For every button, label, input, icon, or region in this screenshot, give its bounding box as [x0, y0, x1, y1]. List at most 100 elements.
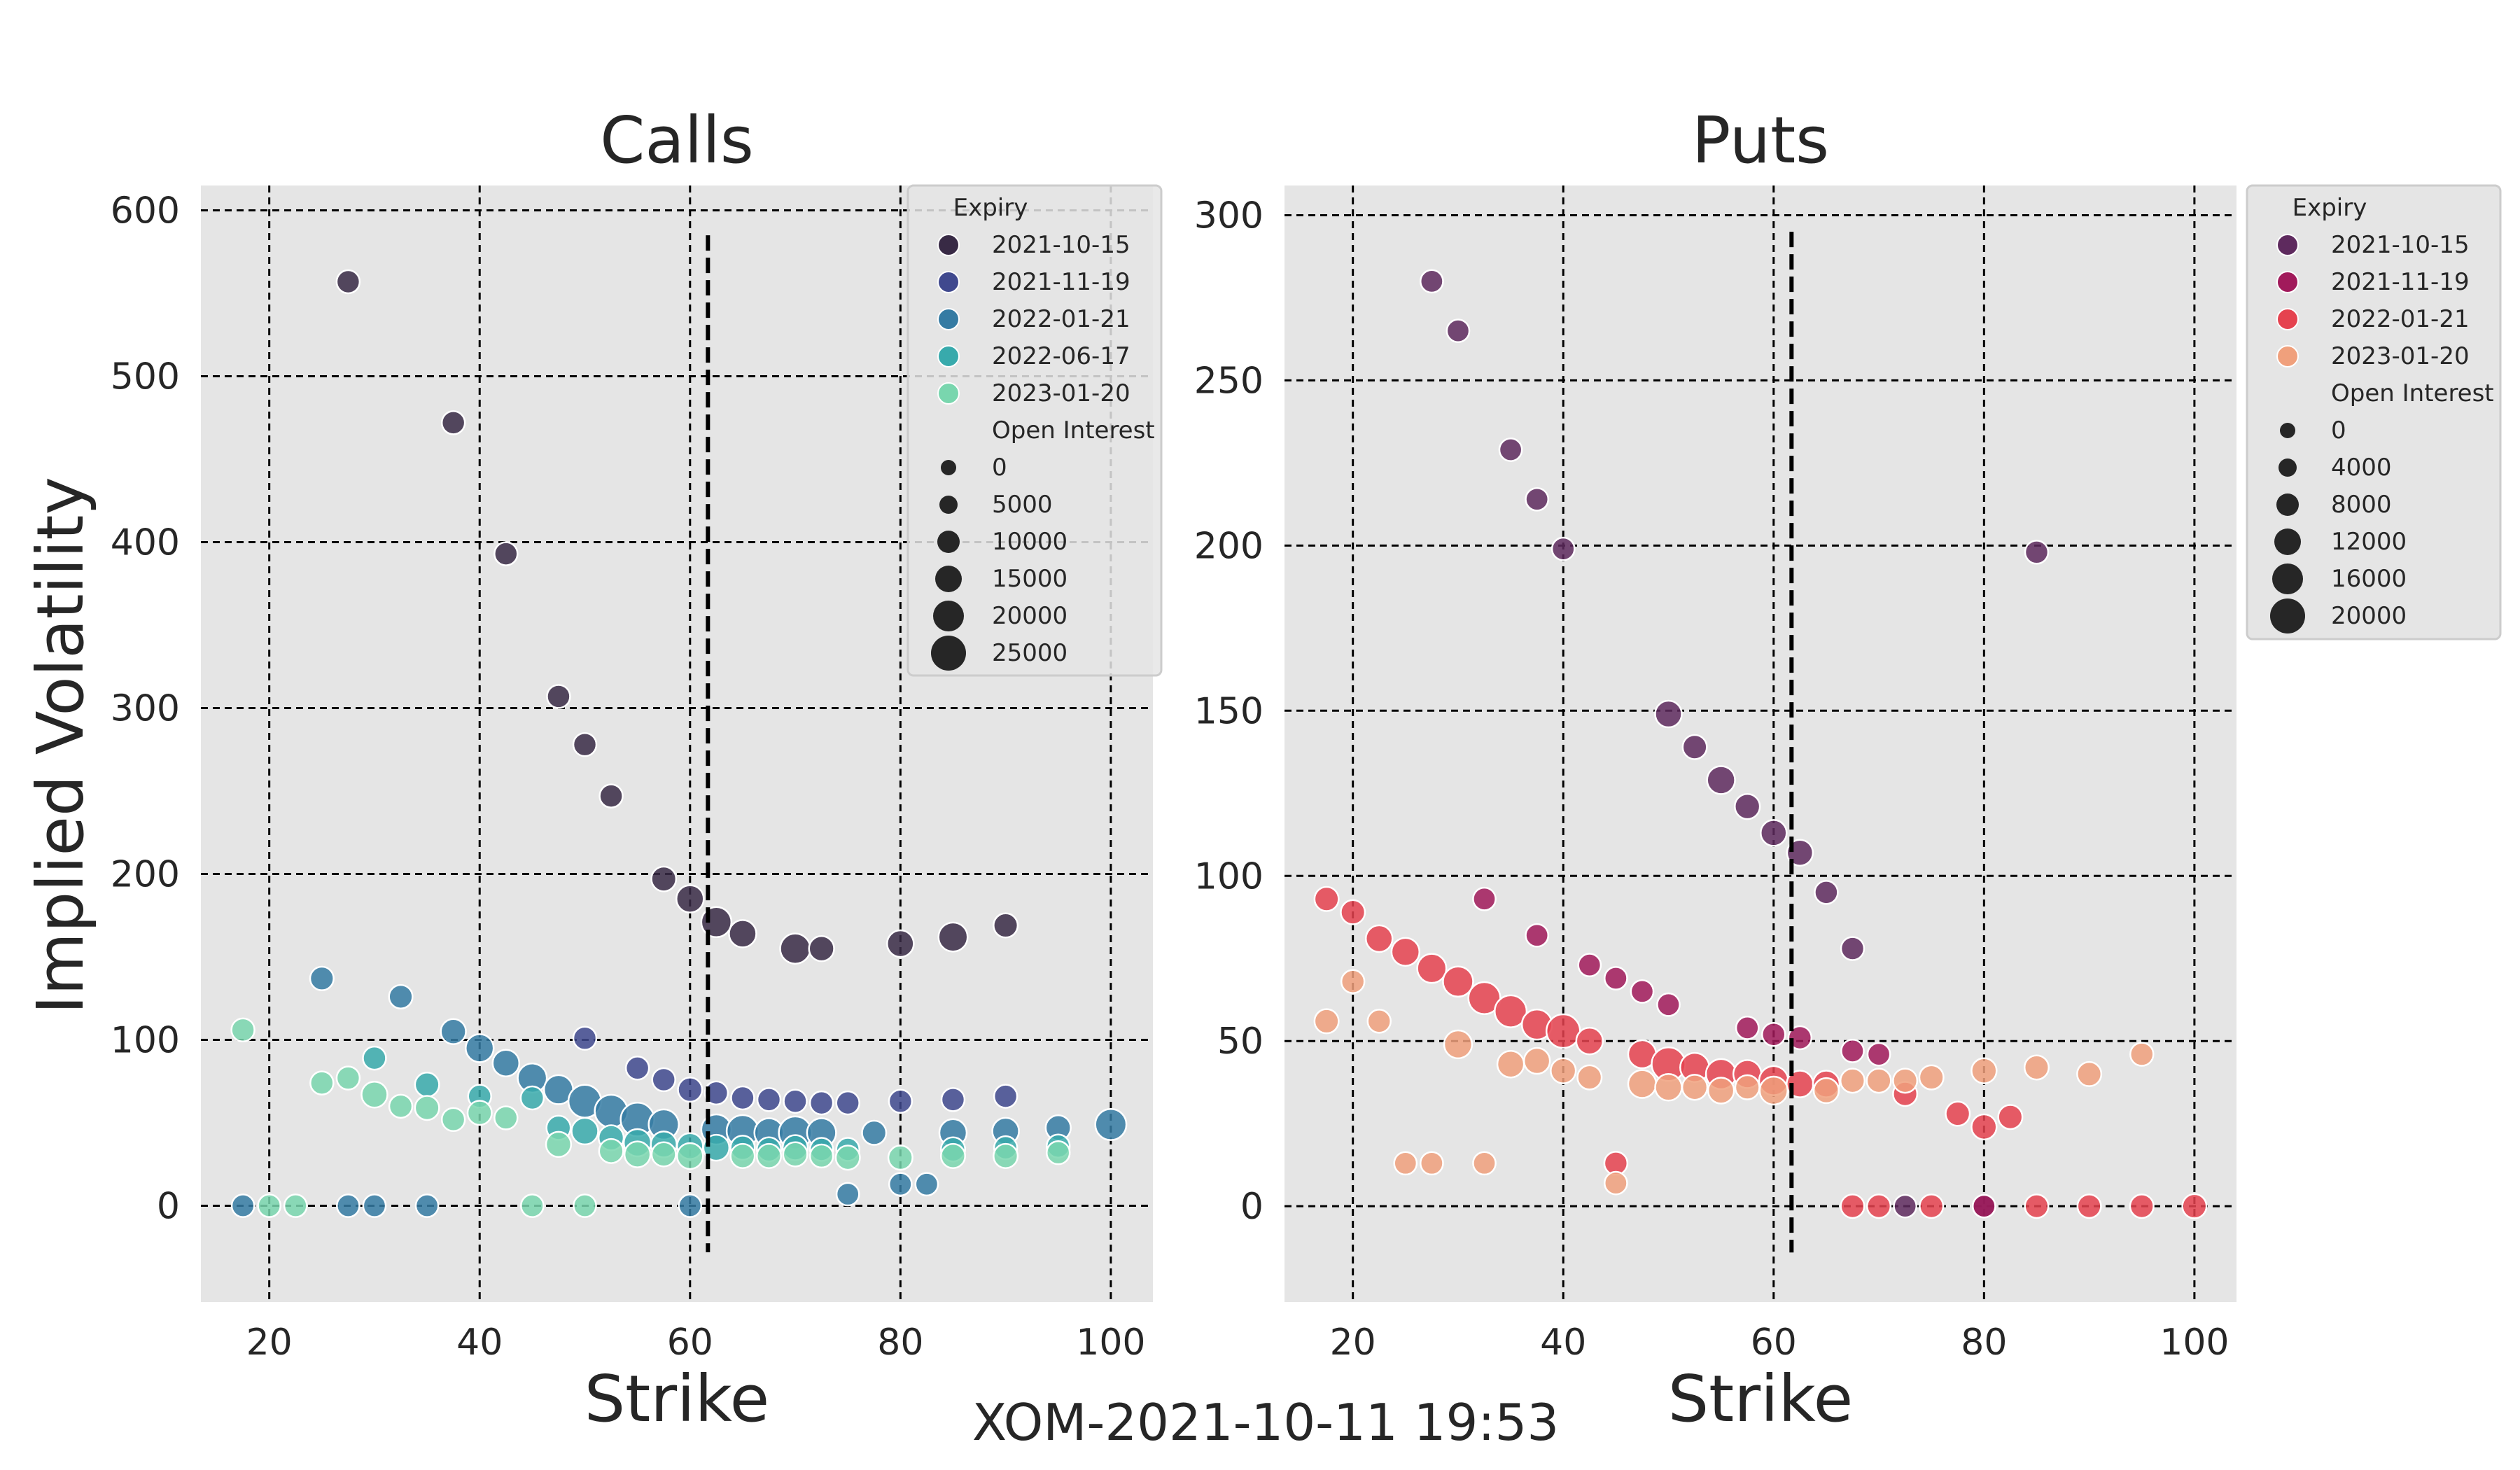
calls-legend-box — [906, 184, 1163, 677]
data-point — [1970, 1057, 1998, 1084]
data-point — [545, 1130, 573, 1158]
data-point — [1630, 979, 1655, 1004]
data-point — [1313, 886, 1340, 912]
data-point — [1706, 765, 1736, 795]
data-point — [1971, 1194, 1996, 1219]
data-point — [1550, 1057, 1577, 1084]
data-point — [1918, 1064, 1945, 1091]
data-point — [1420, 1151, 1444, 1176]
data-point — [779, 932, 811, 965]
data-point — [598, 1138, 624, 1164]
data-point — [728, 919, 757, 948]
x-tick-label: 20 — [246, 1322, 293, 1364]
data-point — [1393, 1151, 1418, 1176]
legend-hue-title: Expiry — [953, 194, 1028, 222]
data-point — [1094, 1107, 1128, 1141]
data-point — [466, 1100, 493, 1126]
data-point — [1496, 1049, 1525, 1079]
data-point — [440, 1018, 467, 1045]
data-point — [283, 1194, 308, 1218]
x-tick-label: 80 — [877, 1322, 923, 1364]
data-point — [230, 1017, 255, 1043]
data-point — [1734, 792, 1761, 820]
legend-size-entry: 20000 — [2331, 602, 2407, 630]
data-point — [1446, 318, 1471, 343]
data-point — [362, 1045, 387, 1071]
data-point — [1787, 1025, 1813, 1051]
x-tick-label: 100 — [1076, 1322, 1145, 1364]
puts-plot-area — [1284, 186, 2236, 1302]
y-tick-label: 100 — [111, 1020, 180, 1062]
y-tick-label: 150 — [1194, 690, 1264, 732]
data-point — [491, 1049, 521, 1077]
data-point — [1654, 699, 1683, 729]
data-point — [1390, 937, 1421, 967]
x-tick-label: 100 — [2160, 1322, 2229, 1364]
y-tick-label: 200 — [1194, 525, 1264, 567]
legend-size-marker — [2280, 423, 2295, 438]
data-point — [1576, 1064, 1603, 1091]
data-point — [1654, 1072, 1683, 1102]
legend-size-title: Open Interest — [2331, 379, 2494, 407]
data-point — [939, 1142, 966, 1169]
data-point — [650, 865, 678, 892]
data-point — [700, 906, 733, 939]
data-point — [808, 1143, 834, 1169]
data-point — [335, 269, 361, 295]
data-point — [887, 1144, 913, 1171]
data-point — [1893, 1194, 1917, 1219]
data-point — [2129, 1042, 2155, 1067]
data-point — [1604, 966, 1628, 990]
data-point — [676, 1142, 704, 1170]
data-point — [2024, 1194, 2050, 1219]
legend-entry: 2022-01-21 — [2331, 305, 2470, 333]
calls-panel: 20 40 60 80 100 0 100 200 300 400 500 600 Calls Str… — [23, 103, 1163, 1436]
x-tick-label: 60 — [667, 1322, 713, 1364]
data-point — [1734, 1074, 1760, 1100]
data-point — [572, 732, 598, 757]
data-point — [1472, 1151, 1497, 1176]
legend-size-entry: 5000 — [992, 491, 1053, 519]
data-point — [2023, 1054, 2050, 1081]
data-point — [1340, 969, 1366, 994]
y-tick-label: 600 — [111, 190, 180, 232]
data-point — [1681, 734, 1708, 760]
data-point — [414, 1095, 440, 1121]
legend-size-entry: 0 — [992, 454, 1007, 482]
y-tick-label: 250 — [1194, 360, 1264, 402]
y-tick-label: 200 — [111, 854, 180, 896]
y-tick-label: 300 — [1194, 195, 1264, 237]
data-point — [1313, 1008, 1340, 1035]
puts-legend-box — [2246, 184, 2502, 640]
data-point — [1494, 994, 1528, 1028]
puts-panel: 20 40 60 80 100 0 50 100 150 200 250 300 Puts Strik… — [1194, 103, 2502, 1436]
data-point — [1840, 936, 1865, 961]
data-point — [1758, 1075, 1788, 1106]
data-point — [835, 1182, 860, 1207]
data-point — [783, 1088, 808, 1114]
legend-size-entry: 8000 — [2331, 491, 2392, 519]
legend-entry: 2022-01-21 — [992, 305, 1130, 333]
calls-ylabel: Implied Volatility — [23, 477, 98, 1014]
y-tick-label: 100 — [1194, 855, 1264, 897]
x-tick-label: 40 — [456, 1322, 503, 1364]
data-point — [1814, 880, 1839, 905]
data-point — [1760, 819, 1788, 847]
data-point — [309, 1070, 335, 1096]
legend-entry: 2021-11-19 — [2331, 268, 2470, 296]
data-point — [1865, 1068, 1892, 1094]
legend-size-marker — [941, 460, 956, 475]
data-point — [2181, 1193, 2208, 1219]
legend-marker — [937, 271, 960, 293]
data-point — [888, 1172, 913, 1197]
data-point — [546, 684, 571, 709]
figure-suptitle: XOM-2021-10-11 19:53 — [972, 1393, 1559, 1452]
calls-legend: Expiry 2021-10-15 2021-11-19 2022-01-21 2022… — [906, 184, 1163, 677]
y-tick-label: 500 — [111, 356, 180, 398]
legend-size-marker — [933, 601, 964, 631]
legend-marker — [937, 308, 960, 330]
data-point — [1046, 1140, 1071, 1166]
data-point — [440, 1107, 466, 1133]
legend-size-marker — [939, 496, 958, 514]
data-point — [388, 1093, 414, 1119]
